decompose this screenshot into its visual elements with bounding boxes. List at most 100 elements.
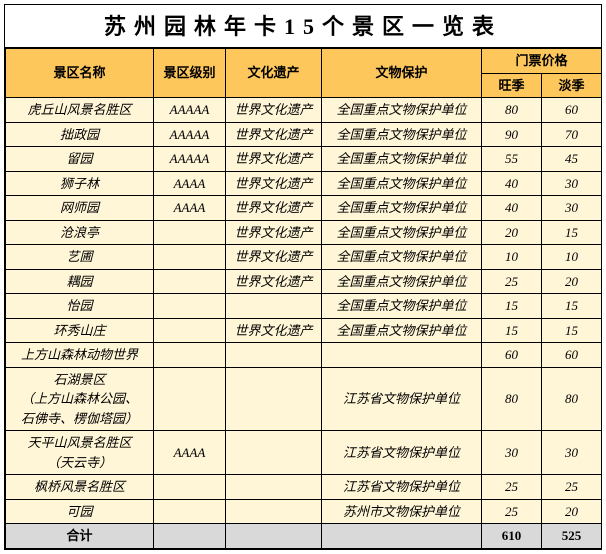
- cell-level: [154, 343, 226, 368]
- cell-heritage: 世界文化遗产: [226, 245, 322, 270]
- cell-level: AAAAA: [154, 122, 226, 147]
- cell-off: 25: [542, 475, 602, 500]
- cell-name: 狮子林: [6, 171, 154, 196]
- cell-peak: 30: [482, 431, 542, 475]
- table-row: 可园 苏州市文物保护单位2520: [6, 499, 602, 524]
- cell-off: 20: [542, 499, 602, 524]
- cell-name: 上方山森林动物世界: [6, 343, 154, 368]
- cell-peak: 40: [482, 196, 542, 221]
- scenic-table: 景区名称 景区级别 文化遗产 文物保护 门票价格 旺季 淡季 虎丘山风景名胜区A…: [5, 48, 602, 549]
- table-row: 沧浪亭 世界文化遗产全国重点文物保护单位2015: [6, 220, 602, 245]
- cell-heritage: 世界文化遗产: [226, 171, 322, 196]
- cell-peak: 15: [482, 294, 542, 319]
- cell-name: 沧浪亭: [6, 220, 154, 245]
- cell-name: 虎丘山风景名胜区: [6, 98, 154, 123]
- cell-level: [154, 245, 226, 270]
- cell-peak: 20: [482, 220, 542, 245]
- table-row: 环秀山庄世界文化遗产全国重点文物保护单位1515: [6, 318, 602, 343]
- cell-off: 30: [542, 196, 602, 221]
- cell-name: 网师园: [6, 196, 154, 221]
- cell-heritage: 世界文化遗产: [226, 147, 322, 172]
- cell-protection: 全国重点文物保护单位: [322, 196, 482, 221]
- cell-heritage: [226, 475, 322, 500]
- cell-off: 70: [542, 122, 602, 147]
- col-protection: 文物保护: [322, 49, 482, 98]
- table-row: 枫桥风景名胜区江苏省文物保护单位2525: [6, 475, 602, 500]
- table-row: 艺圃世界文化遗产全国重点文物保护单位1010: [6, 245, 602, 270]
- total-blank: [154, 524, 226, 549]
- table-row: 网师园AAAA世界文化遗产全国重点文物保护单位4030: [6, 196, 602, 221]
- cell-protection: 全国重点文物保护单位: [322, 122, 482, 147]
- cell-level: [154, 499, 226, 524]
- cell-name: 怡园: [6, 294, 154, 319]
- cell-heritage: 世界文化遗产: [226, 269, 322, 294]
- cell-off: 30: [542, 431, 602, 475]
- cell-name: 可园: [6, 499, 154, 524]
- table-row: 拙政园AAAAA世界文化遗产全国重点文物保护单位9070: [6, 122, 602, 147]
- cell-off: 20: [542, 269, 602, 294]
- cell-off: 15: [542, 318, 602, 343]
- cell-heritage: 世界文化遗产: [226, 220, 322, 245]
- total-peak: 610: [482, 524, 542, 549]
- cell-off: 15: [542, 294, 602, 319]
- cell-name: 拙政园: [6, 122, 154, 147]
- cell-peak: 10: [482, 245, 542, 270]
- cell-off: 80: [542, 367, 602, 431]
- cell-protection: [322, 343, 482, 368]
- cell-off: 45: [542, 147, 602, 172]
- cell-protection: 江苏省文物保护单位: [322, 475, 482, 500]
- cell-name: 天平山风景名胜区（天云寺）: [6, 431, 154, 475]
- cell-name: 枫桥风景名胜区: [6, 475, 154, 500]
- cell-off: 15: [542, 220, 602, 245]
- cell-level: [154, 269, 226, 294]
- cell-peak: 25: [482, 499, 542, 524]
- cell-peak: 90: [482, 122, 542, 147]
- cell-level: AAAA: [154, 431, 226, 475]
- cell-heritage: [226, 367, 322, 431]
- cell-level: AAAAA: [154, 98, 226, 123]
- cell-name: 留园: [6, 147, 154, 172]
- cell-off: 60: [542, 343, 602, 368]
- cell-peak: 60: [482, 343, 542, 368]
- table-row: 石湖景区（上方山森林公园、石佛寺、楞伽塔园）江苏省文物保护单位8080: [6, 367, 602, 431]
- total-row: 合计610525: [6, 524, 602, 549]
- cell-heritage: [226, 343, 322, 368]
- cell-level: AAAAA: [154, 147, 226, 172]
- cell-peak: 80: [482, 98, 542, 123]
- cell-off: 30: [542, 171, 602, 196]
- cell-level: [154, 475, 226, 500]
- cell-protection: 全国重点文物保护单位: [322, 318, 482, 343]
- cell-off: 10: [542, 245, 602, 270]
- col-heritage: 文化遗产: [226, 49, 322, 98]
- cell-heritage: 世界文化遗产: [226, 196, 322, 221]
- cell-protection: 全国重点文物保护单位: [322, 171, 482, 196]
- col-name: 景区名称: [6, 49, 154, 98]
- cell-peak: 40: [482, 171, 542, 196]
- table-row: 上方山森林动物世界 6060: [6, 343, 602, 368]
- col-level: 景区级别: [154, 49, 226, 98]
- cell-name: 环秀山庄: [6, 318, 154, 343]
- cell-heritage: [226, 431, 322, 475]
- cell-peak: 55: [482, 147, 542, 172]
- cell-protection: 苏州市文物保护单位: [322, 499, 482, 524]
- total-off: 525: [542, 524, 602, 549]
- cell-heritage: 世界文化遗产: [226, 98, 322, 123]
- cell-protection: 江苏省文物保护单位: [322, 367, 482, 431]
- cell-protection: 全国重点文物保护单位: [322, 294, 482, 319]
- cell-peak: 25: [482, 475, 542, 500]
- cell-name: 耦园: [6, 269, 154, 294]
- col-peak: 旺季: [482, 73, 542, 98]
- cell-protection: 全国重点文物保护单位: [322, 98, 482, 123]
- cell-peak: 15: [482, 318, 542, 343]
- cell-protection: 全国重点文物保护单位: [322, 220, 482, 245]
- col-off: 淡季: [542, 73, 602, 98]
- table-row: 留园AAAAA世界文化遗产全国重点文物保护单位5545: [6, 147, 602, 172]
- table-row: 怡园全国重点文物保护单位1515: [6, 294, 602, 319]
- total-blank: [226, 524, 322, 549]
- cell-level: AAAA: [154, 196, 226, 221]
- col-price-group: 门票价格: [482, 49, 602, 74]
- cell-heritage: [226, 499, 322, 524]
- cell-protection: 全国重点文物保护单位: [322, 245, 482, 270]
- cell-heritage: 世界文化遗产: [226, 122, 322, 147]
- cell-level: [154, 318, 226, 343]
